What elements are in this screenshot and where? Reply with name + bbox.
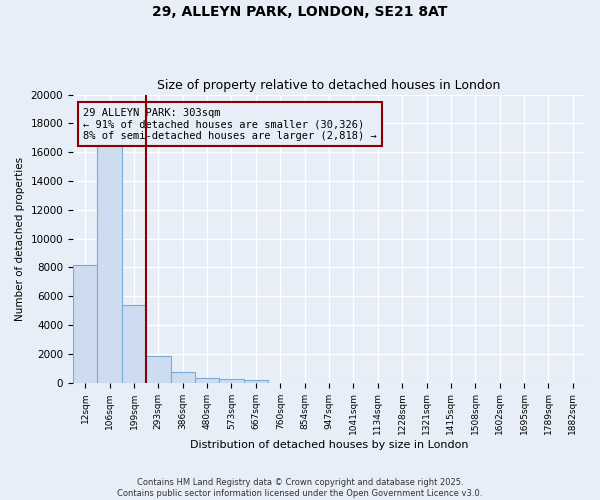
X-axis label: Distribution of detached houses by size in London: Distribution of detached houses by size …: [190, 440, 468, 450]
Bar: [146, 356, 170, 382]
Text: 29 ALLEYN PARK: 303sqm
← 91% of detached houses are smaller (30,326)
8% of semi-: 29 ALLEYN PARK: 303sqm ← 91% of detached…: [83, 108, 377, 140]
Text: Contains HM Land Registry data © Crown copyright and database right 2025.
Contai: Contains HM Land Registry data © Crown c…: [118, 478, 482, 498]
Bar: [195, 378, 220, 382]
Bar: [220, 380, 244, 382]
Y-axis label: Number of detached properties: Number of detached properties: [15, 156, 25, 320]
Bar: [122, 305, 146, 382]
Bar: [244, 380, 268, 382]
Bar: [97, 142, 122, 382]
Bar: [73, 264, 97, 382]
Title: Size of property relative to detached houses in London: Size of property relative to detached ho…: [157, 79, 501, 92]
Bar: [170, 372, 195, 382]
Text: 29, ALLEYN PARK, LONDON, SE21 8AT: 29, ALLEYN PARK, LONDON, SE21 8AT: [152, 5, 448, 19]
